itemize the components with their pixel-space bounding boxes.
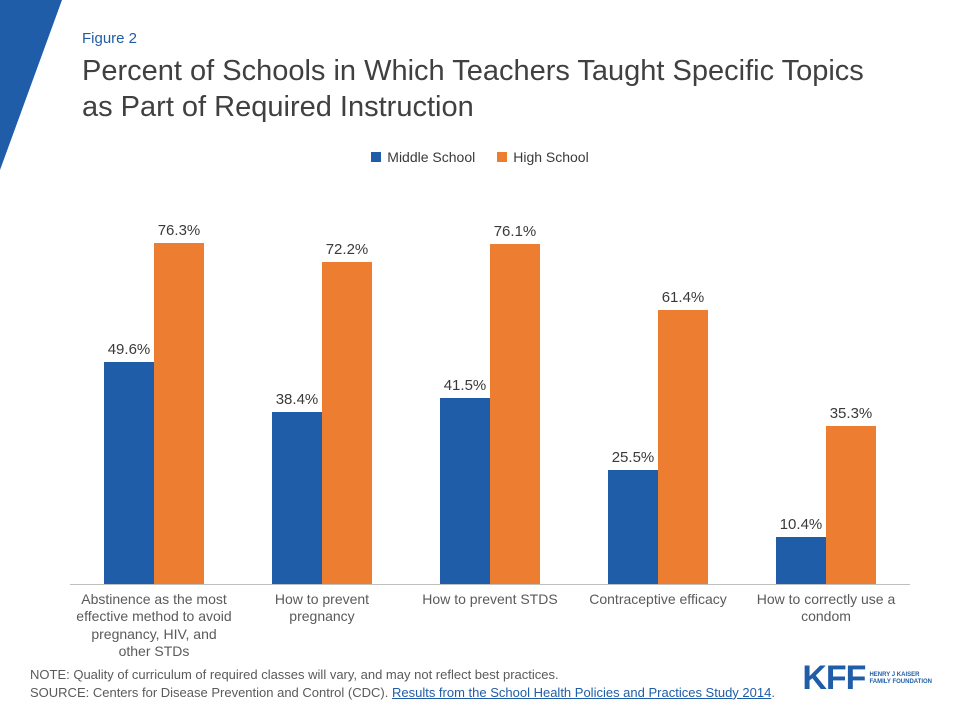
bar-wrap: 49.6% — [104, 205, 154, 584]
bar-group: 25.5% 61.4% — [574, 205, 742, 584]
bar-wrap: 35.3% — [826, 205, 876, 584]
x-category-label: How to correctly use a condom — [742, 591, 910, 661]
header: Figure 2 Percent of Schools in Which Tea… — [0, 0, 960, 131]
legend-swatch — [497, 152, 507, 162]
bar-group: 38.4% 72.2% — [238, 205, 406, 584]
bar — [154, 243, 204, 583]
source-link[interactable]: Results from the School Health Policies … — [392, 685, 771, 700]
footer: NOTE: Quality of curriculum of required … — [30, 666, 930, 702]
legend-label: Middle School — [387, 149, 475, 165]
figure-label: Figure 2 — [82, 30, 890, 47]
bar — [104, 362, 154, 583]
bar-value-label: 35.3% — [830, 405, 873, 422]
bar-wrap: 61.4% — [658, 205, 708, 584]
bar-group: 49.6% 76.3% — [70, 205, 238, 584]
bar-group: 10.4% 35.3% — [742, 205, 910, 584]
bar — [322, 262, 372, 584]
bar-wrap: 38.4% — [272, 205, 322, 584]
bar-value-label: 61.4% — [662, 289, 705, 306]
bar-value-label: 38.4% — [276, 391, 319, 408]
x-axis-labels: Abstinence as the most effective method … — [70, 591, 910, 661]
legend-item: Middle School — [371, 149, 475, 165]
bar-wrap: 72.2% — [322, 205, 372, 584]
logo-sub-line2: FAMILY FOUNDATION — [869, 679, 932, 685]
bar — [440, 398, 490, 583]
bar-wrap: 10.4% — [776, 205, 826, 584]
bar-value-label: 76.3% — [158, 222, 201, 239]
bar — [776, 537, 826, 583]
chart-title: Percent of Schools in Which Teachers Tau… — [82, 53, 890, 126]
logo-main: KFF — [802, 659, 865, 698]
x-category-label: Contraceptive efficacy — [574, 591, 742, 661]
legend: Middle School High School — [0, 149, 960, 165]
bar-wrap: 41.5% — [440, 205, 490, 584]
legend-swatch — [371, 152, 381, 162]
footer-note: NOTE: Quality of curriculum of required … — [30, 666, 930, 684]
bar-value-label: 49.6% — [108, 341, 151, 358]
bar-value-label: 72.2% — [326, 241, 369, 258]
legend-item: High School — [497, 149, 589, 165]
logo-sub-line1: HENRY J KAISER — [869, 672, 919, 678]
bar — [490, 244, 540, 583]
x-category-label: How to prevent pregnancy — [238, 591, 406, 661]
bar-wrap: 76.1% — [490, 205, 540, 584]
chart-area: 49.6% 76.3% 38.4% 72.2% 41.5% 76.1% 25.5% 61.4%… — [70, 205, 910, 585]
bar — [658, 310, 708, 584]
bar-groups: 49.6% 76.3% 38.4% 72.2% 41.5% 76.1% 25.5% 61.4%… — [70, 205, 910, 585]
bar-value-label: 10.4% — [780, 516, 823, 533]
legend-label: High School — [513, 149, 589, 165]
kff-logo: KFF HENRY J KAISER FAMILY FOUNDATION — [802, 659, 932, 698]
bar-value-label: 41.5% — [444, 377, 487, 394]
source-suffix: . — [771, 685, 775, 700]
bar — [826, 426, 876, 583]
footer-source: SOURCE: Centers for Disease Prevention a… — [30, 684, 930, 702]
source-prefix: SOURCE: Centers for Disease Prevention a… — [30, 685, 392, 700]
corner-accent — [0, 0, 62, 170]
x-category-label: How to prevent STDS — [406, 591, 574, 661]
bar-wrap: 76.3% — [154, 205, 204, 584]
logo-sub: HENRY J KAISER FAMILY FOUNDATION — [869, 672, 932, 685]
bar-wrap: 25.5% — [608, 205, 658, 584]
bar-value-label: 25.5% — [612, 449, 655, 466]
bar — [608, 470, 658, 584]
bar-value-label: 76.1% — [494, 223, 537, 240]
bar — [272, 412, 322, 583]
bar-group: 41.5% 76.1% — [406, 205, 574, 584]
x-category-label: Abstinence as the most effective method … — [70, 591, 238, 661]
